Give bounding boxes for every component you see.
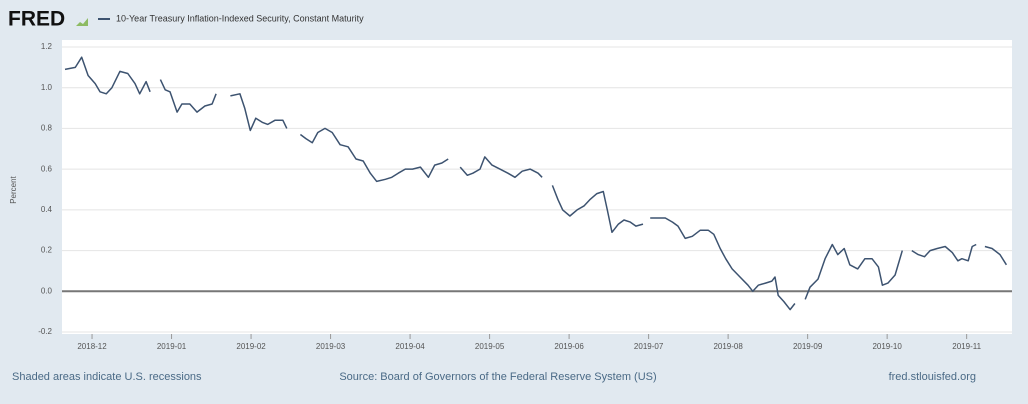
plot-area <box>62 40 1012 334</box>
y-tick-label: 0.2 <box>41 246 53 255</box>
y-axis-label: Percent <box>9 175 18 203</box>
y-tick-label: 0.8 <box>41 124 53 133</box>
y-tick-label: 0.6 <box>41 164 53 173</box>
x-tick-label: 2019-07 <box>634 342 664 351</box>
x-tick-label: 2019-06 <box>554 342 584 351</box>
x-tick-label: 2019-03 <box>316 342 346 351</box>
footer-note: Shaded areas indicate U.S. recessions <box>12 371 202 383</box>
footer-url: fred.stlouisfed.org <box>889 371 976 383</box>
legend-label: 10-Year Treasury Inflation-Indexed Secur… <box>116 13 364 23</box>
x-tick-label: 2019-04 <box>395 342 425 351</box>
y-tick-label: -0.2 <box>38 327 52 336</box>
series-line <box>64 56 1008 311</box>
x-tick-label: 2019-08 <box>713 342 743 351</box>
brand-logo: FRED <box>8 8 65 31</box>
x-tick-label: 2019-09 <box>793 342 823 351</box>
x-tick-label: 2018-12 <box>77 342 107 351</box>
y-tick-label: 1.0 <box>41 83 53 92</box>
y-tick-label: 1.2 <box>41 42 53 51</box>
logo-icon <box>76 18 88 26</box>
x-tick-label: 2019-02 <box>236 342 266 351</box>
y-tick-label: 0.4 <box>41 205 53 214</box>
x-tick-label: 2019-01 <box>157 342 187 351</box>
x-tick-label: 2019-11 <box>952 342 981 351</box>
footer-source: Source: Board of Governors of the Federa… <box>339 371 656 383</box>
x-tick-label: 2019-05 <box>475 342 505 351</box>
y-tick-label: 0.0 <box>41 286 53 295</box>
x-tick-label: 2019-10 <box>872 342 902 351</box>
